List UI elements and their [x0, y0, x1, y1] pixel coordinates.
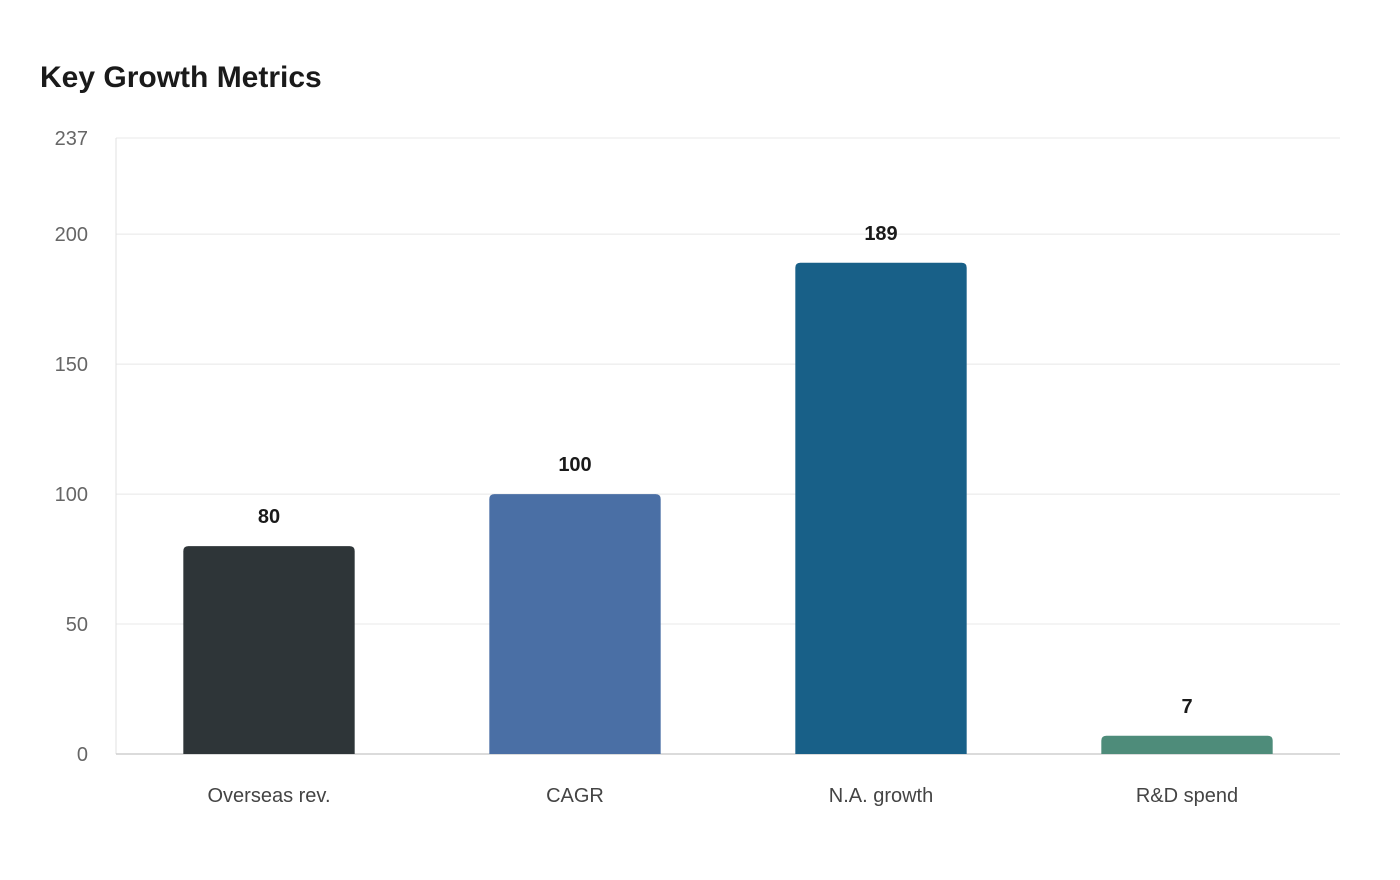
bar	[489, 494, 661, 754]
bars	[183, 262, 1273, 754]
chart-title: Key Growth Metrics	[40, 61, 322, 94]
category-label: R&D spend	[1136, 785, 1238, 807]
y-tick-label: 0	[77, 744, 88, 766]
category-label: N.A. growth	[829, 785, 933, 807]
category-label: Overseas rev.	[208, 785, 331, 807]
y-tick-label: 200	[55, 224, 88, 246]
category-label: CAGR	[546, 785, 604, 807]
y-tick-label: 50	[66, 614, 88, 636]
data-label: 189	[864, 223, 897, 245]
category-labels: Overseas rev. CAGR N.A. growth R&D spend	[208, 785, 1239, 807]
y-tick-label: 237	[55, 128, 88, 150]
bar	[795, 262, 967, 754]
bar	[183, 546, 355, 754]
data-labels: 80 100 189 7	[258, 223, 1193, 718]
data-label: 80	[258, 506, 280, 528]
y-tick-label: 150	[55, 354, 88, 376]
data-label: 7	[1181, 696, 1192, 718]
y-tick-labels: 0 50 100 150 200 237	[55, 128, 88, 766]
bar	[1101, 735, 1273, 754]
y-tick-label: 100	[55, 484, 88, 506]
data-label: 100	[558, 454, 591, 476]
